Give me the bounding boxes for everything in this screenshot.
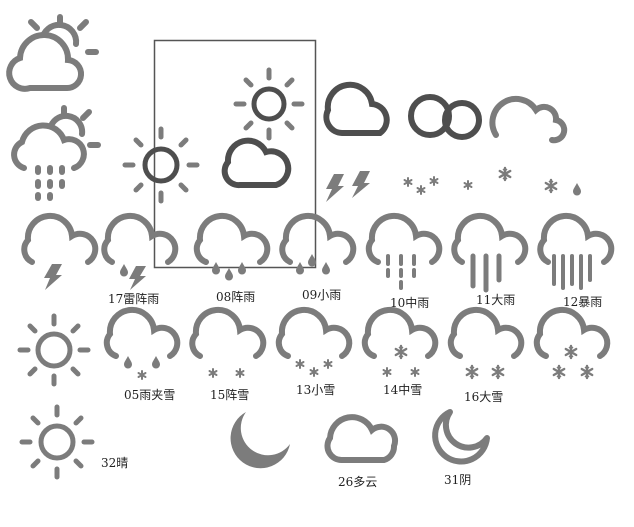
blizzard-icon	[533, 306, 611, 380]
double-circle-icon	[408, 94, 482, 140]
snow-shower-icon	[189, 306, 267, 378]
thundershower-icon	[101, 212, 179, 290]
snowflake-icon	[403, 166, 558, 195]
moderate-snow-icon	[361, 306, 439, 377]
light-rain-label: 09小雨	[302, 288, 341, 302]
moderate-rain-label: 10中雨	[390, 295, 429, 310]
cloudy-label: 26多云	[338, 475, 377, 489]
shower-icon	[193, 212, 271, 281]
moon-outline-icon	[432, 409, 490, 465]
heavy-snow-icon	[447, 306, 525, 380]
shower-label: 08阵雨	[216, 290, 255, 304]
sun-icon	[17, 313, 91, 387]
raindrop-icon	[573, 183, 581, 196]
snow-shower-label: 15阵雪	[210, 388, 249, 402]
light-snow-icon	[275, 306, 353, 377]
sun-icon	[122, 126, 200, 204]
partly-cloudy-rain-icon	[11, 105, 101, 201]
cloud-icon	[323, 81, 390, 136]
thunderstorm-icon	[21, 212, 99, 290]
lightning-icon	[326, 171, 370, 202]
sun-icon	[233, 67, 305, 141]
heavy-snow-label: 16大雪	[464, 390, 503, 404]
light-rain-icon	[279, 212, 357, 275]
rainstorm-icon	[537, 212, 615, 290]
sunny-label: 32晴	[101, 456, 128, 470]
overcast-label: 31阴	[444, 473, 471, 487]
rainstorm-label: 12暴雨	[563, 295, 602, 309]
cloud-outline-icon	[489, 95, 568, 144]
moderate-snow-label: 14中雪	[383, 382, 422, 397]
moderate-rain-icon	[365, 212, 443, 290]
sun-icon	[19, 404, 95, 480]
selection-frame	[153, 39, 317, 269]
partly-cloudy-icon	[6, 14, 99, 92]
sleet-icon	[103, 306, 181, 380]
light-snow-label: 13小雪	[296, 383, 335, 397]
moon-filled-icon	[230, 412, 290, 469]
thundershower-label: 17雷阵雨	[108, 292, 159, 306]
heavy-rain-icon	[451, 212, 529, 293]
cloud-icon	[221, 137, 292, 189]
cloud-icon	[324, 414, 399, 463]
heavy-rain-label: 11大雨	[476, 293, 515, 307]
sleet-label: 05雨夹雪	[124, 388, 175, 402]
